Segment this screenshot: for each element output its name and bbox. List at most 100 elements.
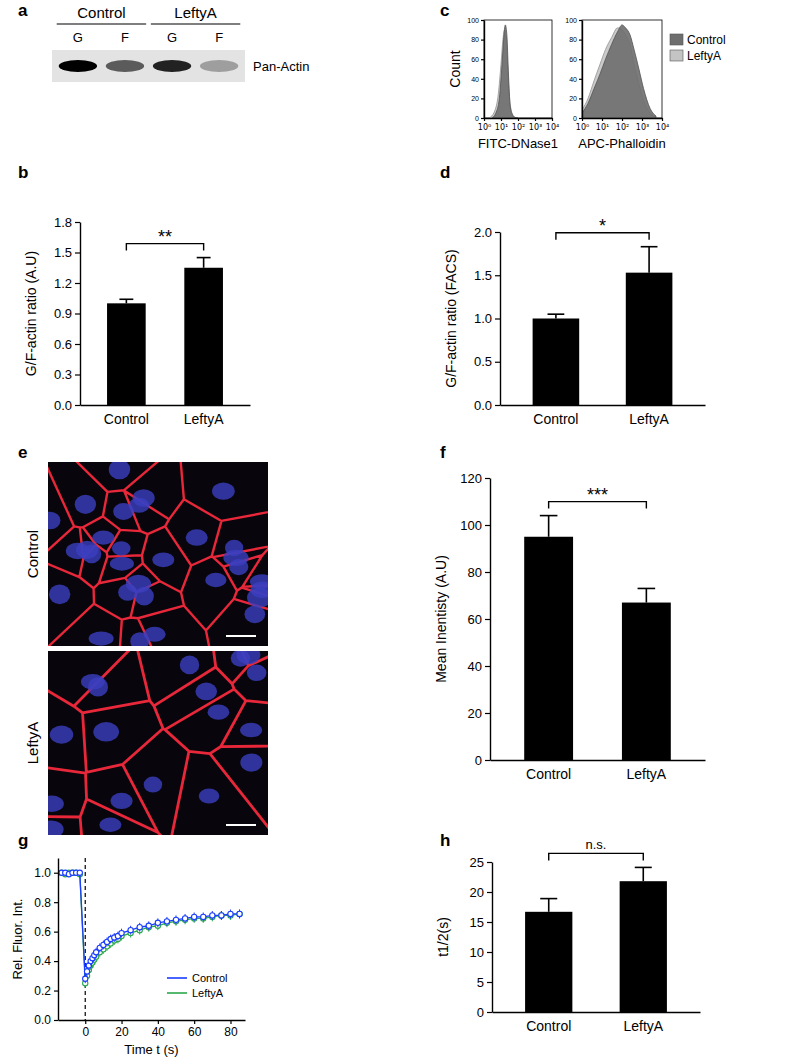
marker [146,923,151,928]
tick-mark [662,118,663,121]
tick: 10¹ [495,118,508,132]
tick-label: 10¹ [495,123,508,132]
tick-mark [75,252,80,253]
axis: 020406080100 [467,17,484,122]
tick-label: 1.8 [54,215,72,230]
image-texture [240,723,262,738]
error-cap [641,246,658,248]
tick-label: 100 [565,17,577,24]
tick-mark [642,118,643,121]
tick: LeftyA [627,760,667,782]
marker [237,911,242,916]
tick-label: 120 [460,471,482,486]
image-texture [180,656,199,675]
series [59,870,242,988]
plot-area [59,858,242,1020]
tick: Control [526,760,571,782]
row-label: Control [24,530,41,578]
axis-line [582,21,583,119]
image-texture [110,557,134,571]
x-axis-title: APC-Phalloidin [578,136,665,151]
axis-line [501,405,706,406]
tick: 120 [460,471,490,486]
marker [128,928,133,933]
tick-label: 0 [475,753,482,768]
axis: Control LeftyA [81,405,251,427]
image-texture [48,651,268,835]
tick: Control [104,405,149,427]
tick-label: 40 [468,659,482,674]
band [59,60,97,72]
tick-label: 0.6 [54,337,72,352]
error-bar [548,314,565,318]
error-stem [203,258,205,268]
tick-label: LeftyA [629,411,669,427]
tick: 0.3 [54,367,80,382]
panel-label: g [18,831,28,850]
bar [622,603,671,760]
legend-label: Control [192,972,227,984]
plot-area [582,25,656,118]
bar [620,881,667,1012]
tick-mark [485,478,490,479]
axis-line [484,21,485,119]
tick: LeftyA [623,1012,663,1034]
image-texture [144,777,163,793]
axis: 020406080100120 [460,471,490,768]
image-texture [186,529,208,546]
tick: 20 [569,95,582,102]
band-label: Pan-Actin [253,59,309,74]
tick-label: 10³ [529,123,542,132]
panel-label: c [440,1,449,20]
tick-mark [75,283,80,284]
tick-label: 5 [477,975,484,990]
tick-mark [54,902,58,903]
tick-mark [487,982,492,983]
tick-label: Control [526,1018,571,1034]
marker [164,919,169,924]
image-texture [129,498,150,513]
tick: 40 [468,659,490,674]
tick: 1.5 [474,268,500,283]
legend-swatch [167,977,187,979]
tick-mark [485,713,490,714]
tick-mark [495,232,500,233]
tick-label: 20 [115,1025,129,1039]
image-texture [231,651,251,667]
tick: 1.0 [474,311,500,326]
axis-line [492,863,493,1013]
tick-mark [485,760,490,761]
tick-mark [602,118,603,121]
reference-line [85,858,86,1020]
marker [219,913,224,918]
image-texture [89,632,114,646]
tick-mark [552,118,553,121]
error-stem [548,899,550,912]
tick-mark [487,922,492,923]
tick: LeftyA [184,405,224,427]
image-texture [48,795,64,812]
significance-label: n.s. [586,837,607,852]
tick-mark [194,1020,195,1024]
tick: 10² [512,118,525,132]
marker [228,911,233,916]
image-texture [244,606,265,624]
tick-mark [54,873,58,874]
tick-mark [481,59,484,60]
legend-swatch [167,992,187,994]
error-bar [540,899,557,912]
axis-line [81,405,251,406]
axis: Control LeftyA [491,760,706,782]
plot-area [489,25,518,118]
tick: 1.5 [54,245,80,260]
tick-label: 10² [616,123,629,132]
scale-bar [226,824,256,826]
lane-label: F [215,30,223,45]
group-underline [57,23,146,24]
tick: 0 [573,115,582,122]
image-texture [99,818,121,832]
error-bar [119,299,133,303]
plot-area [524,516,671,760]
blot-background [52,50,245,82]
tick-label: 1.0 [474,311,492,326]
